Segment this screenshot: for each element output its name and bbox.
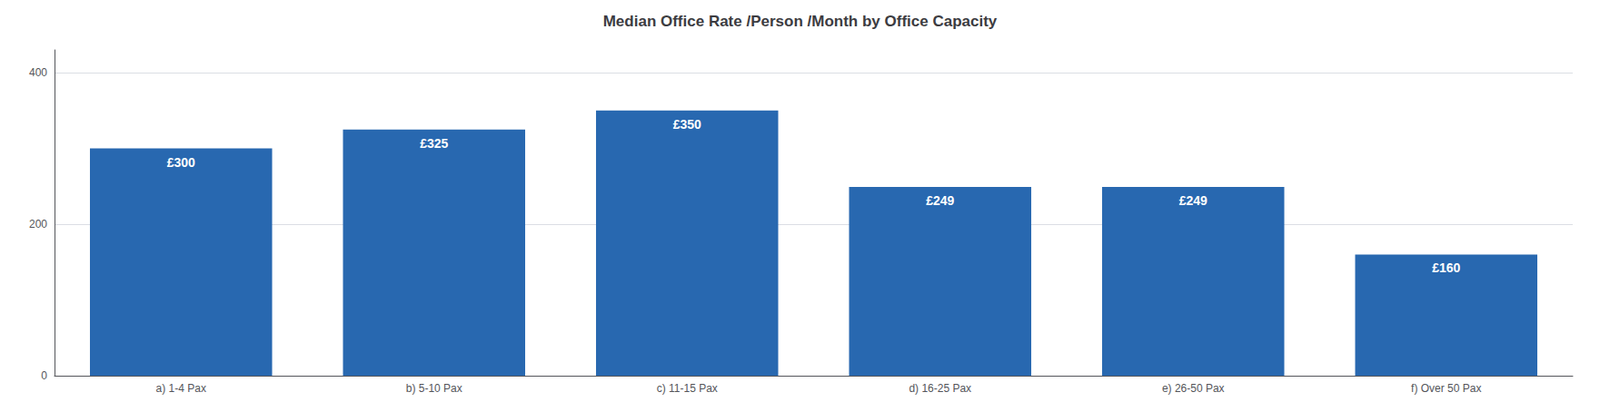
svg-text:£325: £325 bbox=[419, 136, 448, 151]
svg-text:Median Office Rate /Person /Mo: Median Office Rate /Person /Month by Off… bbox=[603, 12, 998, 30]
svg-text:£350: £350 bbox=[673, 117, 702, 132]
svg-text:200: 200 bbox=[29, 218, 48, 231]
svg-text:d) 16-25 Pax: d) 16-25 Pax bbox=[908, 382, 972, 396]
svg-text:£300: £300 bbox=[167, 155, 196, 170]
svg-text:£160: £160 bbox=[1431, 260, 1461, 276]
svg-text:£249: £249 bbox=[925, 193, 955, 209]
svg-text:c) 11-15 Pax: c) 11-15 Pax bbox=[656, 382, 718, 396]
svg-text:b) 5-10 Pax: b) 5-10 Pax bbox=[406, 382, 463, 396]
svg-text:e) 26-50 Pax: e) 26-50 Pax bbox=[1162, 382, 1225, 396]
svg-text:0: 0 bbox=[40, 369, 48, 383]
svg-text:400: 400 bbox=[29, 66, 48, 80]
svg-text:a) 1-4 Pax: a) 1-4 Pax bbox=[156, 382, 207, 396]
svg-text:£249: £249 bbox=[1179, 193, 1208, 209]
svg-text:f) Over 50 Pax: f) Over 50 Pax bbox=[1411, 382, 1481, 396]
